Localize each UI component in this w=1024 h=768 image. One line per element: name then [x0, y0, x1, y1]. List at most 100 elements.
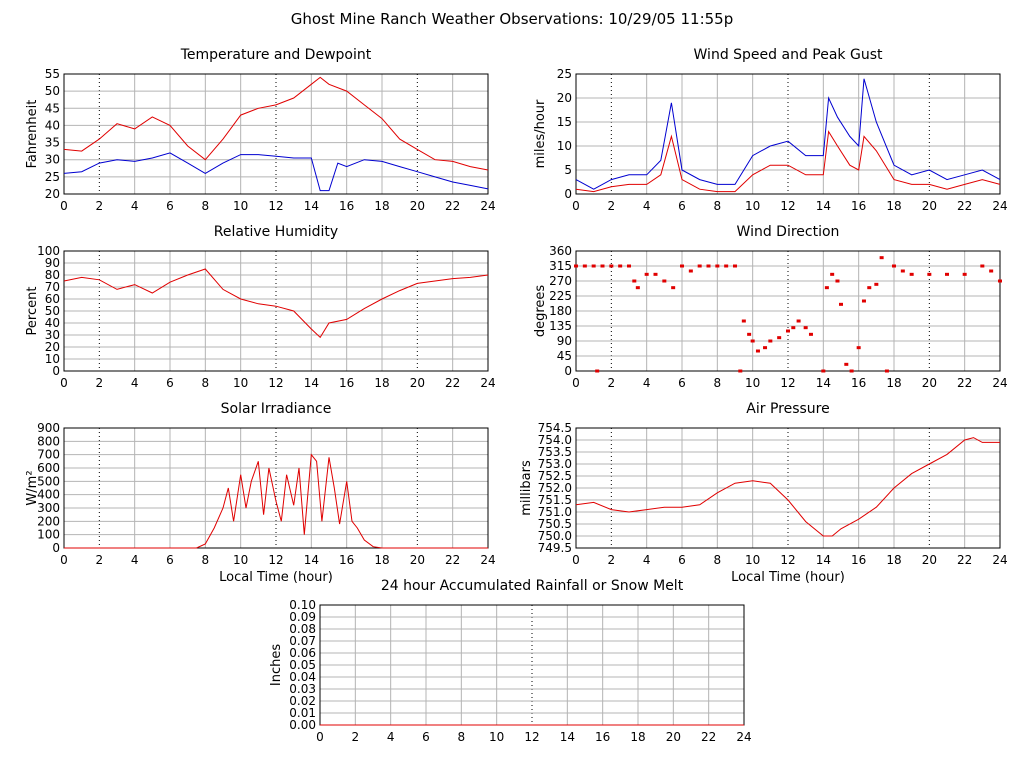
x-tick-label: 18: [374, 553, 389, 567]
y-tick-label: 0.02: [289, 694, 316, 708]
data-point: [796, 319, 801, 323]
x-tick-label: 20: [410, 553, 425, 567]
data-point: [574, 264, 578, 268]
y-tick-label: 15: [557, 115, 572, 129]
x-tick-label: 12: [268, 199, 283, 213]
data-point: [821, 369, 826, 373]
x-tick-label: 4: [131, 553, 139, 567]
x-tick-label: 0: [60, 376, 68, 390]
x-tick-label: 2: [608, 553, 616, 567]
y-tick-label: 300: [37, 501, 60, 515]
humidity-title: Relative Humidity: [214, 224, 338, 240]
x-tick-label: 24: [736, 730, 751, 744]
y-tick-label: 0: [564, 364, 572, 378]
x-tick-label: 20: [922, 553, 937, 567]
data-point: [879, 256, 884, 260]
data-point: [671, 286, 676, 290]
data-point: [962, 272, 967, 276]
data-point: [980, 264, 985, 268]
y-tick-label: 10: [557, 139, 572, 153]
x-tick-label: 10: [233, 199, 248, 213]
x-tick-label: 12: [268, 376, 283, 390]
pressure-title: Air Pressure: [746, 401, 829, 417]
x-tick-label: 10: [233, 376, 248, 390]
data-point: [844, 362, 849, 366]
temperature-series-1-line: [63, 152, 489, 192]
y-tick-label: 360: [549, 244, 572, 258]
data-point: [808, 332, 813, 336]
x-tick-label: 12: [524, 730, 539, 744]
y-tick-label: 751.5: [538, 493, 572, 507]
y-tick-label: 30: [45, 328, 60, 342]
wind_speed-series-1-line: [575, 130, 1001, 193]
data-point: [591, 264, 596, 268]
temperature-ylabel: Fahrenheit: [25, 100, 40, 169]
x-tick-label: 0: [60, 553, 68, 567]
y-tick-label: 752.0: [538, 481, 572, 495]
y-tick-label: 135: [549, 319, 572, 333]
y-tick-label: 200: [37, 514, 60, 528]
solar-ylabel: W/m²: [25, 470, 40, 505]
data-point: [644, 272, 649, 276]
solar-xlabel: Local Time (hour): [219, 570, 333, 585]
y-tick-label: 270: [549, 274, 572, 288]
y-tick-label: 700: [37, 448, 60, 462]
y-tick-label: 50: [45, 84, 60, 98]
y-tick-label: 753.5: [538, 445, 572, 459]
x-tick-label: 16: [339, 376, 354, 390]
y-tick-label: 25: [557, 67, 572, 81]
y-tick-label: 0.05: [289, 658, 316, 672]
y-tick-label: 0: [52, 364, 60, 378]
temperature-title: Temperature and Dewpoint: [180, 47, 372, 63]
y-tick-label: 315: [549, 259, 572, 273]
data-point: [839, 302, 843, 306]
temperature-series-0-line: [63, 76, 489, 171]
y-tick-label: 80: [45, 268, 60, 282]
x-tick-label: 18: [886, 553, 901, 567]
y-tick-label: 600: [37, 461, 60, 475]
x-tick-label: 22: [445, 553, 460, 567]
y-tick-label: 90: [557, 334, 572, 348]
data-point: [989, 269, 994, 273]
y-tick-label: 752.5: [538, 469, 572, 483]
data-point: [697, 264, 702, 268]
x-tick-label: 14: [304, 199, 319, 213]
data-point: [609, 264, 614, 268]
data-point: [750, 339, 755, 343]
x-tick-label: 8: [202, 376, 210, 390]
x-tick-label: 10: [489, 730, 504, 744]
y-tick-label: 750.5: [538, 517, 572, 531]
data-point: [763, 346, 768, 350]
y-tick-label: 754.0: [538, 433, 572, 447]
x-tick-label: 0: [316, 730, 324, 744]
x-tick-label: 18: [886, 199, 901, 213]
data-point: [653, 272, 658, 276]
x-tick-label: 0: [60, 199, 68, 213]
x-tick-label: 6: [166, 376, 174, 390]
data-point: [874, 282, 879, 286]
data-point: [662, 279, 667, 283]
x-tick-label: 22: [445, 199, 460, 213]
x-tick-label: 16: [851, 199, 866, 213]
y-tick-label: 40: [45, 316, 60, 330]
data-point: [835, 279, 840, 283]
y-tick-label: 900: [37, 421, 60, 435]
y-tick-label: 70: [45, 280, 60, 294]
data-point: [803, 326, 808, 330]
x-tick-label: 12: [780, 199, 795, 213]
x-tick-label: 12: [780, 553, 795, 567]
y-tick-label: 0.03: [289, 682, 316, 696]
y-tick-label: 225: [549, 289, 572, 303]
data-point: [632, 279, 637, 283]
data-point: [747, 332, 752, 336]
x-tick-label: 18: [630, 730, 645, 744]
x-tick-label: 22: [957, 376, 972, 390]
x-tick-label: 6: [166, 199, 174, 213]
x-tick-label: 16: [851, 376, 866, 390]
x-tick-label: 24: [480, 553, 495, 567]
x-tick-label: 24: [992, 376, 1007, 390]
y-tick-label: 50: [45, 304, 60, 318]
y-tick-label: 500: [37, 474, 60, 488]
x-tick-label: 22: [445, 376, 460, 390]
